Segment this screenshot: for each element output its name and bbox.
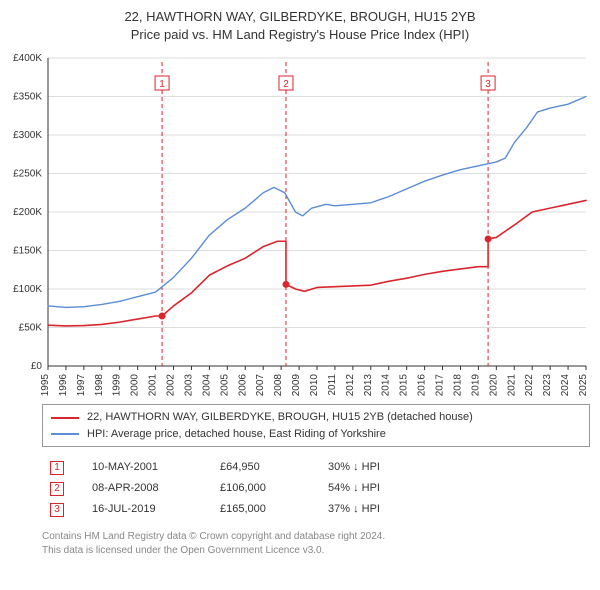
- svg-text:2006: 2006: [237, 374, 248, 397]
- sale-marker-icon: 3: [50, 503, 64, 517]
- svg-text:2020: 2020: [488, 374, 499, 397]
- svg-text:2013: 2013: [363, 374, 374, 397]
- sale-row: 3 16-JUL-2019 £165,000 37% ↓ HPI: [50, 499, 582, 520]
- sale-price: £165,000: [220, 499, 300, 520]
- page: 22, HAWTHORN WAY, GILBERDYKE, BROUGH, HU…: [0, 0, 600, 558]
- svg-text:3: 3: [485, 79, 491, 90]
- svg-text:1998: 1998: [94, 374, 105, 397]
- sale-marker-icon: 2: [50, 482, 64, 496]
- sale-row: 1 10-MAY-2001 £64,950 30% ↓ HPI: [50, 457, 582, 478]
- svg-text:£400K: £400K: [13, 53, 42, 64]
- sale-date: 10-MAY-2001: [92, 457, 192, 478]
- svg-text:1999: 1999: [112, 374, 123, 397]
- sale-delta: 54% ↓ HPI: [328, 478, 418, 499]
- svg-text:2004: 2004: [201, 374, 212, 397]
- svg-text:£50K: £50K: [19, 323, 43, 334]
- svg-text:£300K: £300K: [13, 130, 42, 141]
- svg-text:2000: 2000: [130, 374, 141, 397]
- svg-text:£200K: £200K: [13, 207, 42, 218]
- svg-text:1995: 1995: [40, 374, 51, 397]
- svg-text:£100K: £100K: [13, 284, 42, 295]
- svg-text:2011: 2011: [327, 374, 338, 396]
- svg-text:£350K: £350K: [13, 92, 42, 103]
- svg-text:1996: 1996: [58, 374, 69, 397]
- svg-text:£150K: £150K: [13, 246, 42, 257]
- chart-titles: 22, HAWTHORN WAY, GILBERDYKE, BROUGH, HU…: [0, 0, 600, 48]
- svg-text:2014: 2014: [381, 374, 392, 397]
- svg-text:2022: 2022: [524, 374, 535, 397]
- svg-text:2005: 2005: [219, 374, 230, 397]
- legend: 22, HAWTHORN WAY, GILBERDYKE, BROUGH, HU…: [42, 404, 590, 447]
- sale-marker-icon: 1: [50, 461, 64, 475]
- legend-row: HPI: Average price, detached house, East…: [51, 426, 581, 443]
- chart-area: £0 £50K £100K £150K £200K £250K £300K £350K £400…: [0, 48, 600, 398]
- svg-text:2001: 2001: [148, 374, 159, 397]
- sale-price: £64,950: [220, 457, 300, 478]
- sale-date: 16-JUL-2019: [92, 499, 192, 520]
- svg-text:2012: 2012: [345, 374, 356, 397]
- svg-text:2021: 2021: [506, 374, 517, 397]
- svg-text:2010: 2010: [309, 374, 320, 397]
- legend-swatch: [51, 433, 79, 435]
- footer-line-2: This data is licensed under the Open Gov…: [42, 544, 590, 558]
- legend-label: HPI: Average price, detached house, East…: [87, 426, 386, 443]
- svg-text:2016: 2016: [417, 374, 428, 397]
- legend-label: 22, HAWTHORN WAY, GILBERDYKE, BROUGH, HU…: [87, 409, 473, 426]
- svg-text:£0: £0: [31, 361, 43, 372]
- sale-delta: 30% ↓ HPI: [328, 457, 418, 478]
- svg-text:2025: 2025: [578, 374, 589, 397]
- sale-delta: 37% ↓ HPI: [328, 499, 418, 520]
- svg-text:2017: 2017: [435, 374, 446, 397]
- sales-table: 1 10-MAY-2001 £64,950 30% ↓ HPI 2 08-APR-2008…: [42, 453, 590, 524]
- svg-text:2015: 2015: [399, 374, 410, 397]
- sale-date: 08-APR-2008: [92, 478, 192, 499]
- sale-row: 2 08-APR-2008 £106,000 54% ↓ HPI: [50, 478, 582, 499]
- footer-line-1: Contains HM Land Registry data © Crown c…: [42, 530, 590, 544]
- svg-text:2018: 2018: [452, 374, 463, 397]
- svg-text:2007: 2007: [255, 374, 266, 397]
- title-line-1: 22, HAWTHORN WAY, GILBERDYKE, BROUGH, HU…: [4, 8, 596, 26]
- svg-text:2019: 2019: [470, 374, 481, 397]
- svg-text:2: 2: [283, 79, 289, 90]
- sale-price: £106,000: [220, 478, 300, 499]
- svg-text:2023: 2023: [542, 374, 553, 397]
- svg-text:2024: 2024: [560, 374, 571, 397]
- svg-text:2003: 2003: [183, 374, 194, 397]
- svg-text:2002: 2002: [166, 374, 177, 397]
- svg-text:1997: 1997: [76, 374, 87, 397]
- svg-text:2009: 2009: [291, 374, 302, 397]
- legend-row: 22, HAWTHORN WAY, GILBERDYKE, BROUGH, HU…: [51, 409, 581, 426]
- svg-text:£250K: £250K: [13, 169, 42, 180]
- svg-text:1: 1: [159, 79, 165, 90]
- footer: Contains HM Land Registry data © Crown c…: [42, 530, 590, 558]
- svg-text:2008: 2008: [273, 374, 284, 397]
- title-line-2: Price paid vs. HM Land Registry's House …: [4, 26, 596, 44]
- chart-svg: £0 £50K £100K £150K £200K £250K £300K £350K £400…: [0, 48, 600, 398]
- legend-swatch: [51, 417, 79, 419]
